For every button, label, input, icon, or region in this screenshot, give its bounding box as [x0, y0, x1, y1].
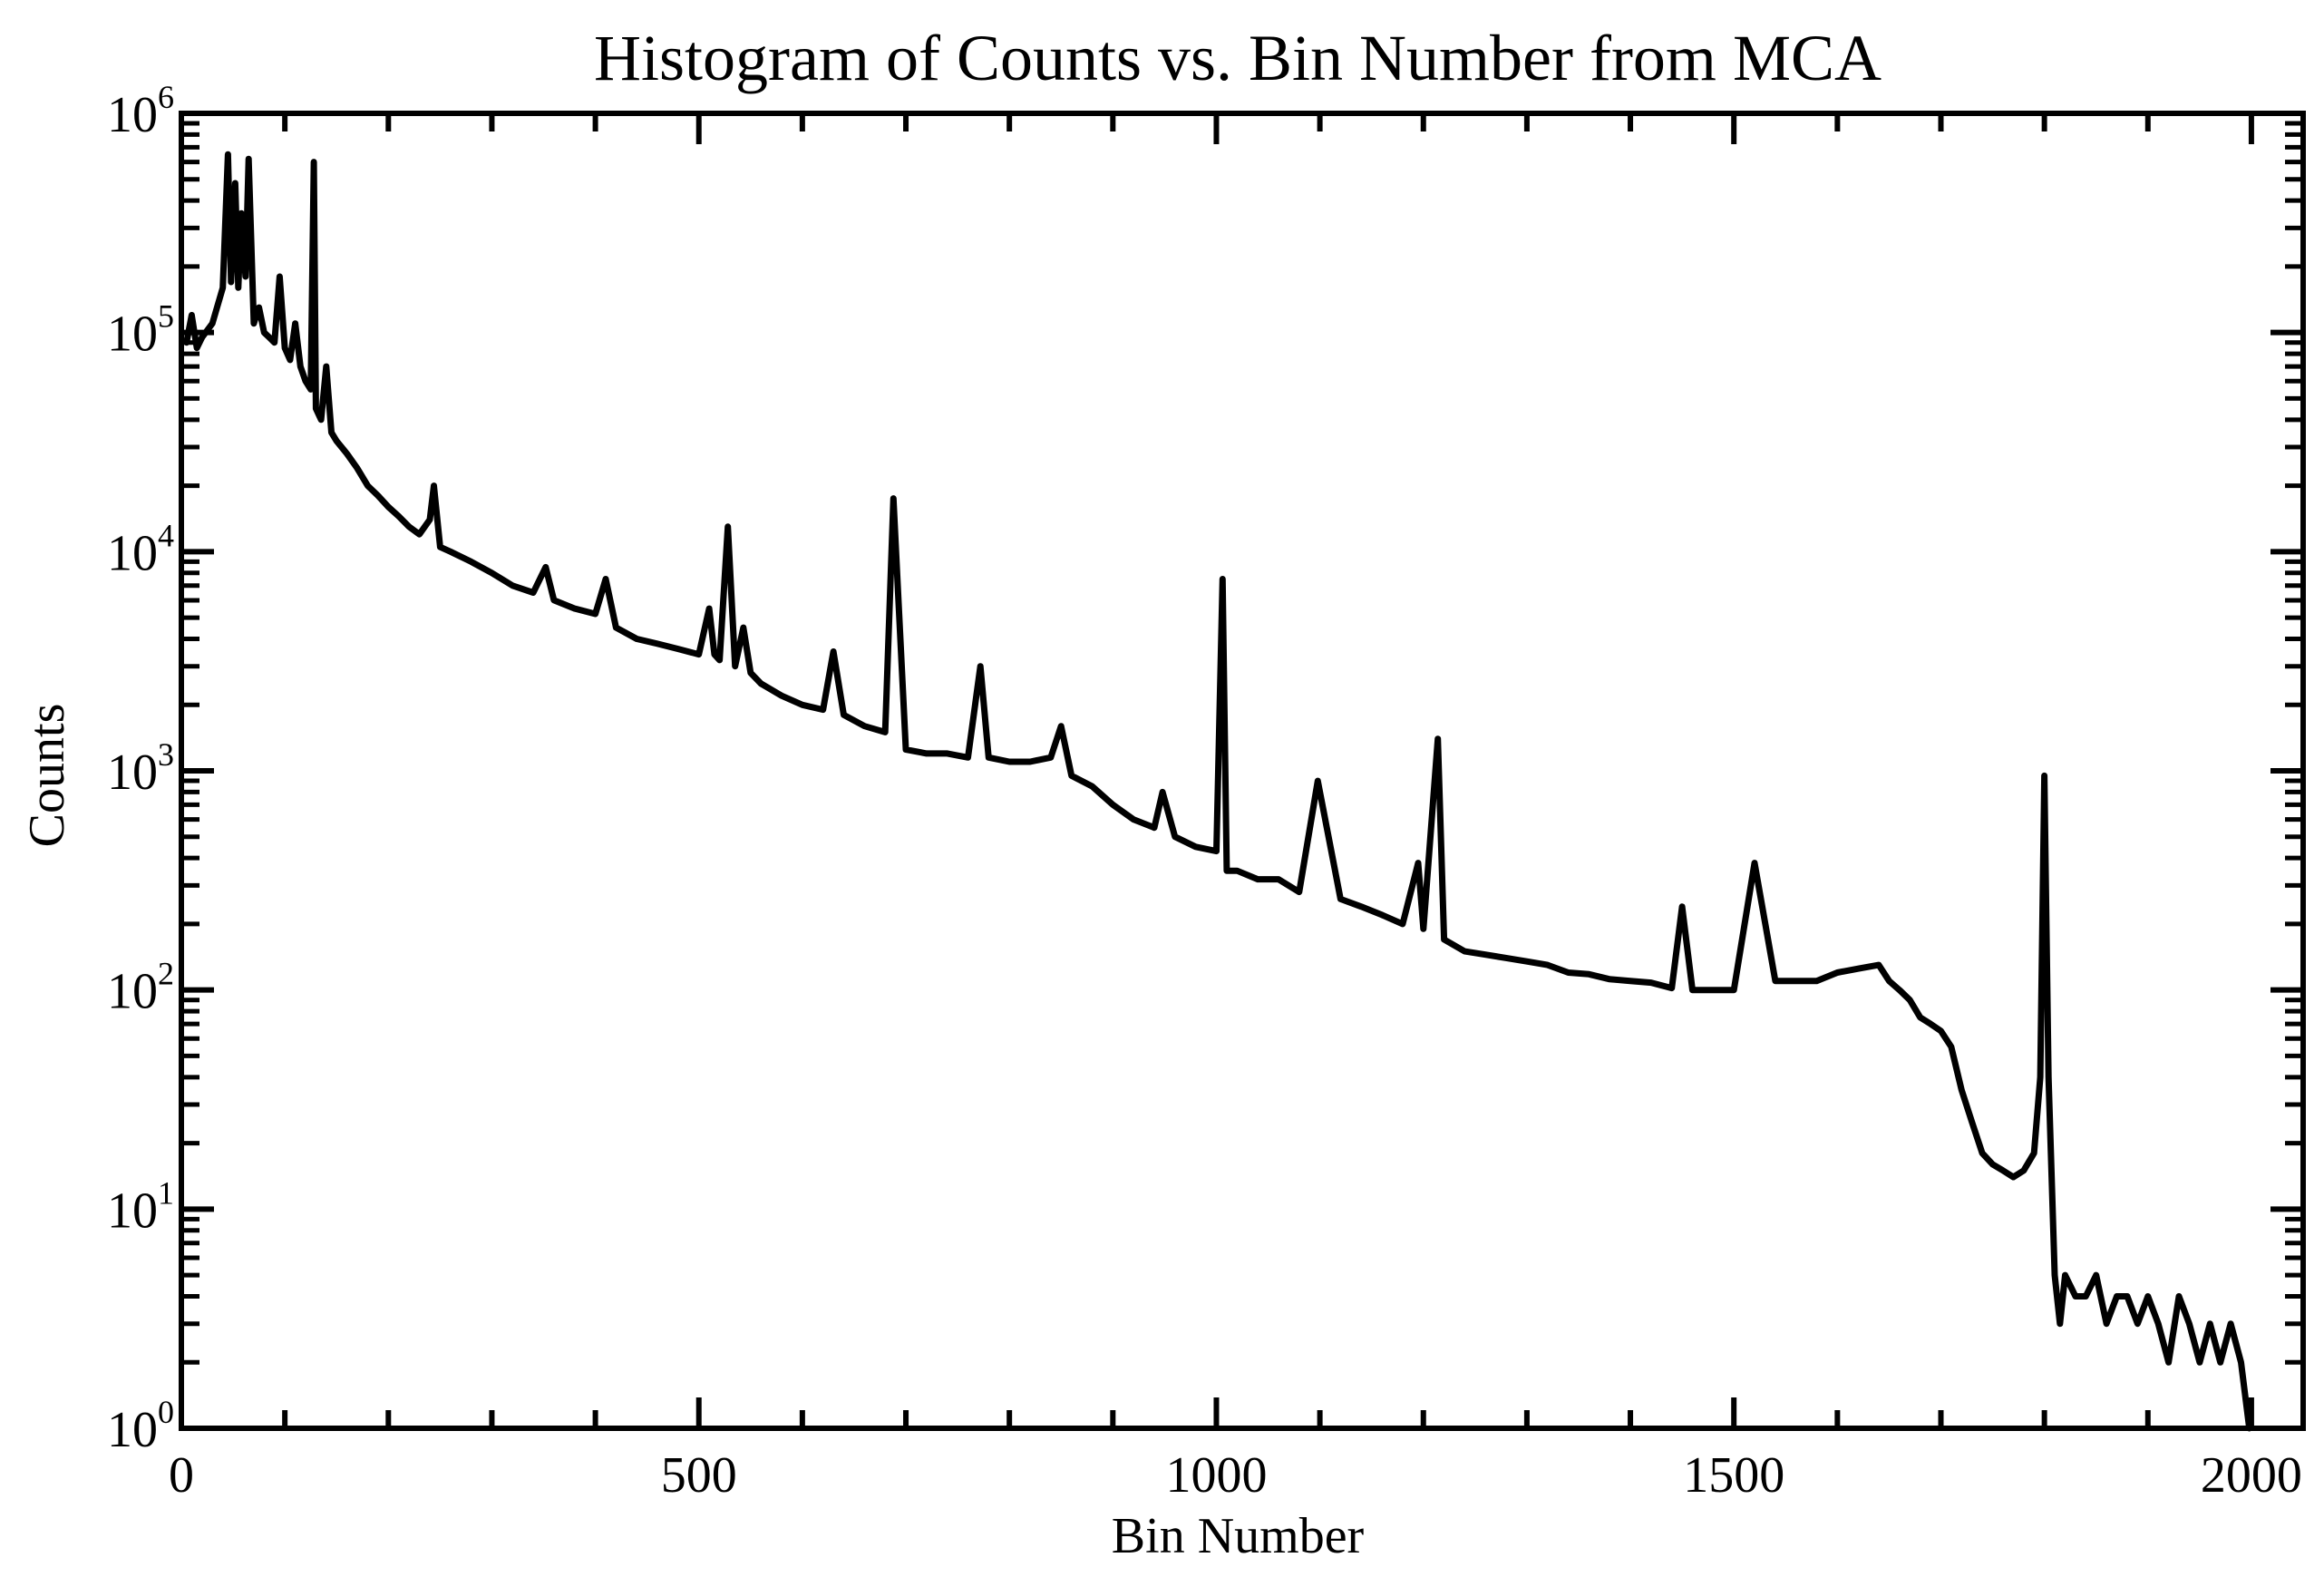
x-axis-label: Bin Number [1112, 1508, 1365, 1564]
axis-ticks [179, 111, 2303, 1431]
y-tick-label: 104 [107, 517, 174, 581]
y-tick-label: 106 [107, 79, 174, 143]
plot-frame [179, 111, 2306, 1431]
x-tick-label: 1000 [1165, 1447, 1267, 1504]
y-tick-label: 102 [107, 956, 174, 1020]
x-tick-label: 2000 [2201, 1447, 2302, 1504]
x-tick-label: 1500 [1683, 1447, 1784, 1504]
x-tick-label: 500 [661, 1447, 737, 1504]
tick-labels: 0 500 1000 1500 2000 100 101 102 103 104 105 106 [107, 79, 2302, 1504]
y-tick-label: 100 [107, 1394, 174, 1458]
series-line-0 [183, 151, 2253, 1432]
y-tick-label: 105 [107, 298, 174, 363]
y-tick-label: 101 [107, 1174, 174, 1239]
x-tick-label: 0 [169, 1447, 194, 1504]
y-tick-label: 103 [107, 736, 174, 801]
chart-title: Histogram of Counts vs. Bin Number from … [594, 22, 1882, 94]
plot-area [183, 151, 2253, 1432]
y-axis-label: Counts [19, 704, 75, 848]
